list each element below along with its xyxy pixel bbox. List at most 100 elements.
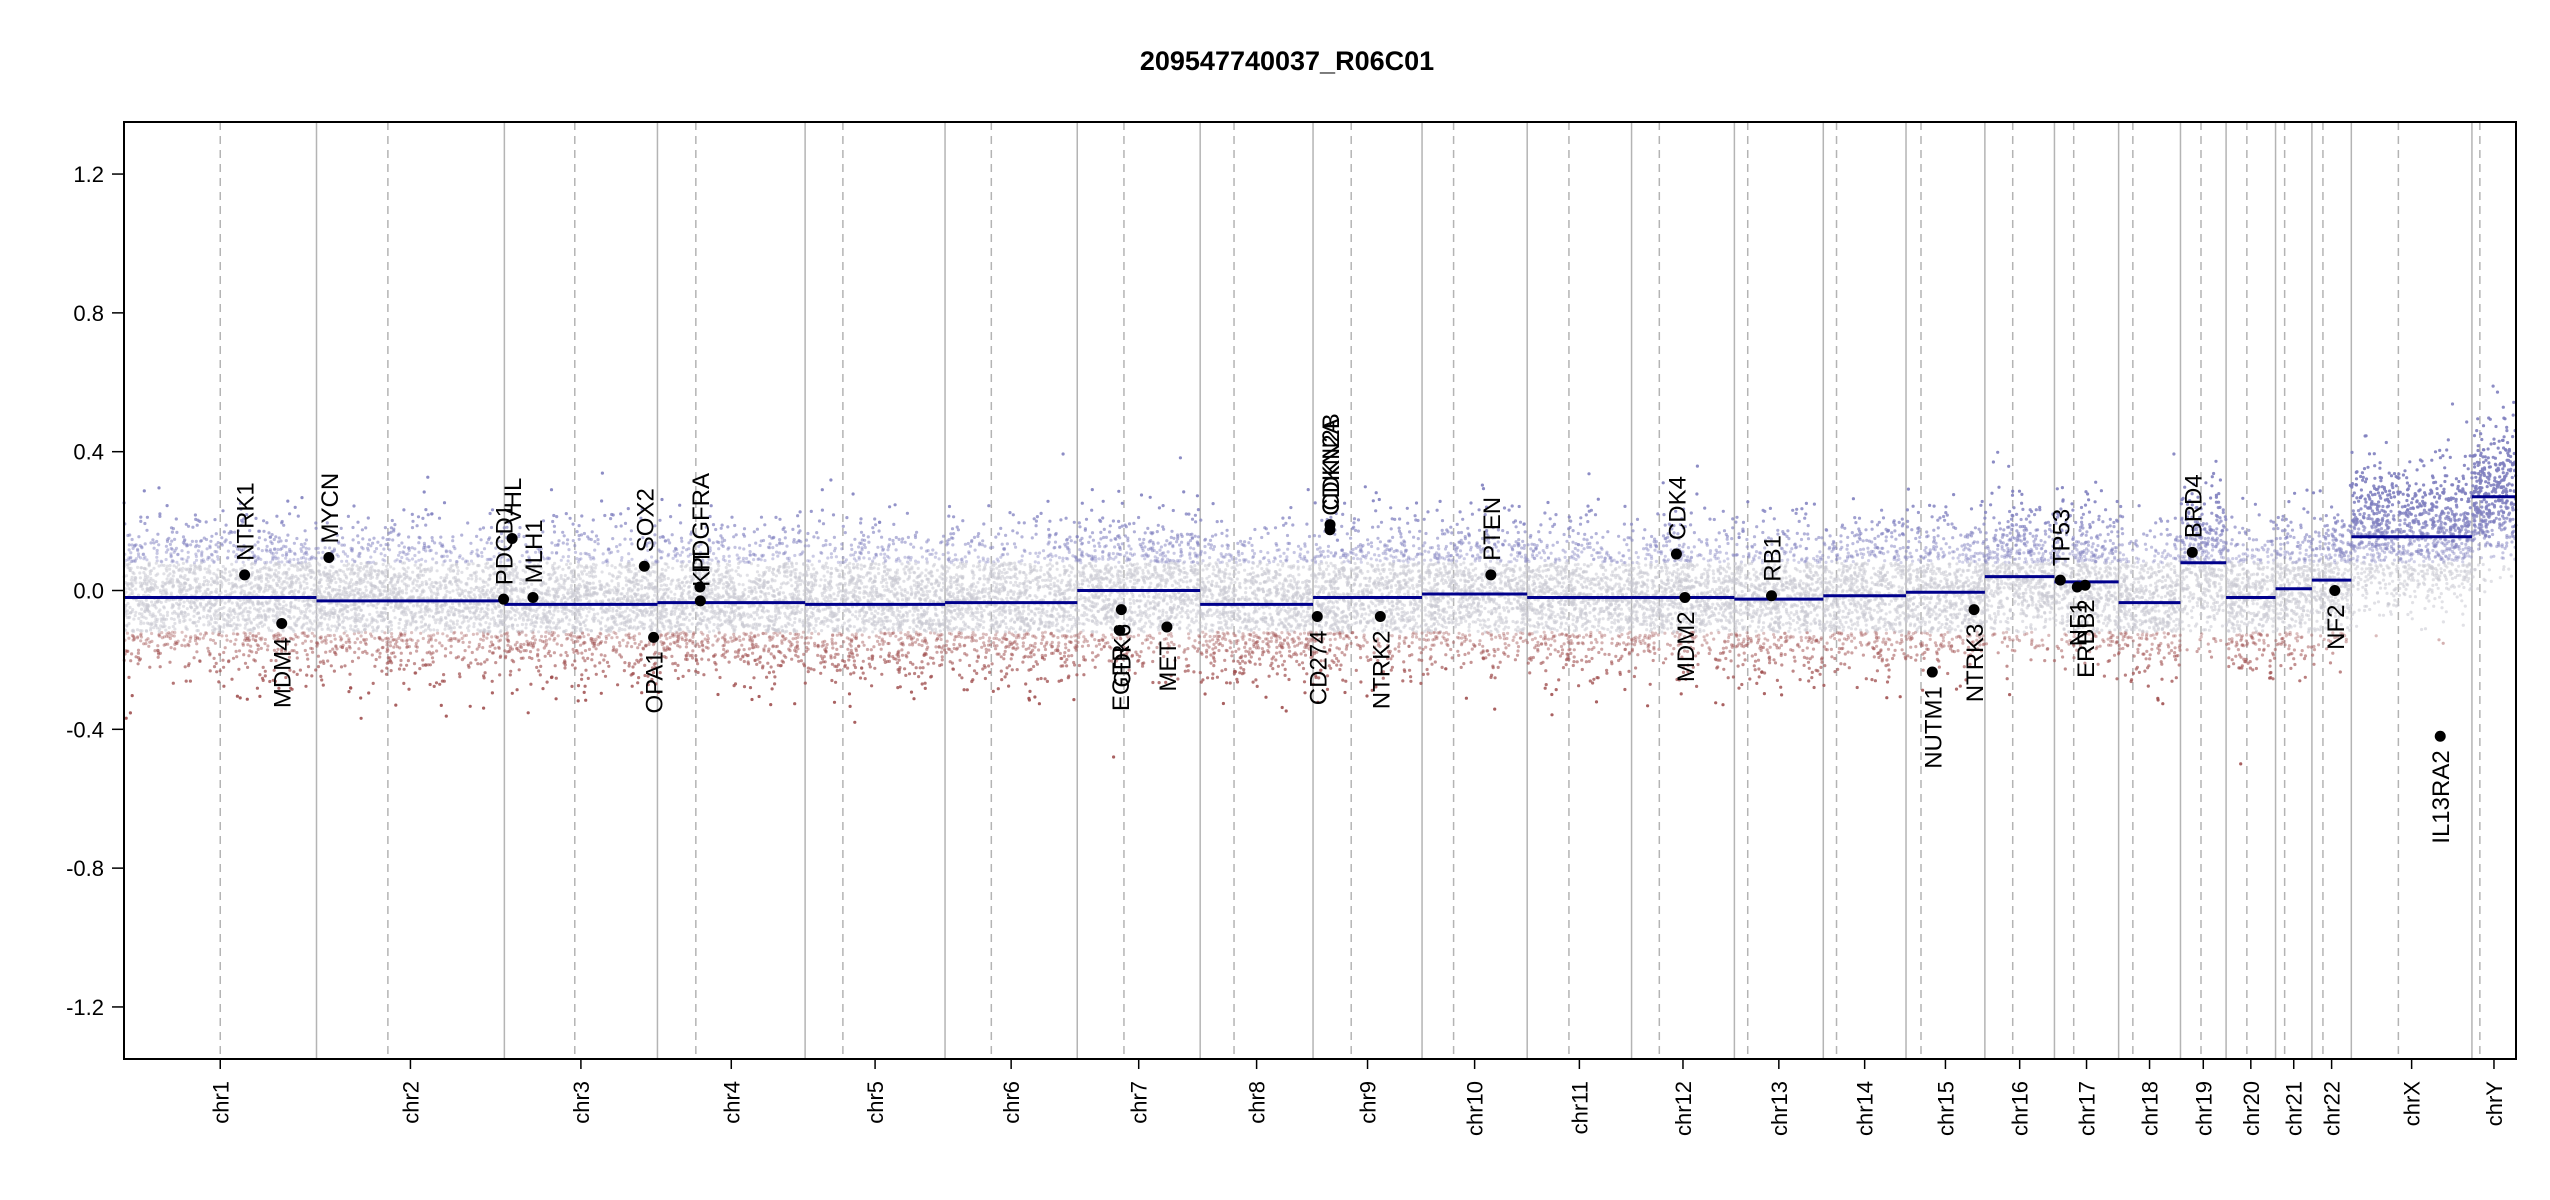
probe-point [364,526,368,530]
probe-point [358,579,362,583]
probe-point [615,598,619,602]
probe-point [160,560,164,564]
probe-point [539,664,543,669]
probe-point [591,518,595,522]
probe-point [241,643,245,647]
probe-point [192,609,196,613]
probe-point [443,586,447,590]
probe-point [389,605,393,609]
probe-point [284,553,288,557]
probe-point [369,544,373,548]
probe-point [222,623,226,627]
probe-point [286,533,290,537]
probe-point [296,617,301,621]
probe-point [290,649,294,653]
probe-point [509,669,513,673]
probe-point [612,620,616,625]
probe-point [470,650,474,655]
probe-point [651,643,656,647]
probe-point [411,595,415,599]
probe-point [242,653,246,657]
probe-point [208,652,212,656]
probe-point [653,593,657,597]
probe-point [617,570,621,574]
probe-point [175,577,179,582]
chart-title: 209547740037_R06C01 [1140,46,1434,76]
probe-point [448,590,452,595]
probe-point [361,614,365,618]
probe-point [228,592,232,596]
probe-point [198,637,202,641]
probe-point [574,577,578,581]
probe-point [535,665,539,670]
probe-point [277,563,282,567]
probe-point [522,590,526,595]
probe-point [614,588,618,593]
probe-point [129,659,133,663]
probe-point [353,613,357,617]
probe-point [582,531,587,536]
probe-point [454,608,458,612]
probe-point [577,533,581,538]
probe-point [410,589,414,593]
probe-point [303,604,307,608]
probe-point [604,634,608,639]
probe-point [602,592,606,597]
probe-point [130,537,134,542]
probe-point [204,631,208,635]
probe-point [570,663,575,667]
probe-point [310,622,314,626]
probe-point [389,620,393,624]
probe-point [634,581,638,586]
probe-point [472,625,476,629]
probe-point [232,607,236,611]
probe-point [570,594,575,598]
probe-point [402,681,406,686]
probe-point [552,631,556,635]
probe-point [134,610,138,615]
probe-point [316,642,320,646]
probe-point [300,561,305,565]
probe-point [519,656,523,660]
probe-point [357,605,361,610]
probe-point [188,639,192,644]
probe-point [592,586,596,591]
probe-point [479,607,483,611]
probe-point [319,584,323,588]
probe-point [130,652,134,656]
probe-point [259,574,263,578]
probe-point [529,618,534,622]
probe-point [232,550,236,554]
probe-point [510,598,514,603]
probe-point [334,644,338,648]
probe-point [353,650,357,655]
probe-point [517,668,521,672]
probe-point [582,690,586,695]
probe-point [192,561,197,565]
probe-point [464,615,469,619]
probe-point [127,675,131,680]
probe-point [499,654,503,658]
probe-point [142,621,146,625]
probe-point [389,669,393,673]
probe-point [508,673,512,677]
probe-point [481,570,485,574]
probe-point [338,584,342,589]
probe-point [649,610,654,615]
probe-point [136,651,140,655]
probe-point [189,601,193,606]
probe-point [515,607,519,611]
probe-point [605,563,609,568]
probe-point [225,556,230,560]
probe-point [127,622,131,626]
probe-point [214,532,218,536]
probe-point [293,552,297,556]
probe-point [581,656,585,660]
probe-point [195,523,199,527]
probe-point [340,620,344,624]
probe-point [359,696,363,700]
probe-point [590,530,594,534]
probe-point [209,591,213,595]
probe-point [540,639,545,644]
probe-point [215,613,220,618]
